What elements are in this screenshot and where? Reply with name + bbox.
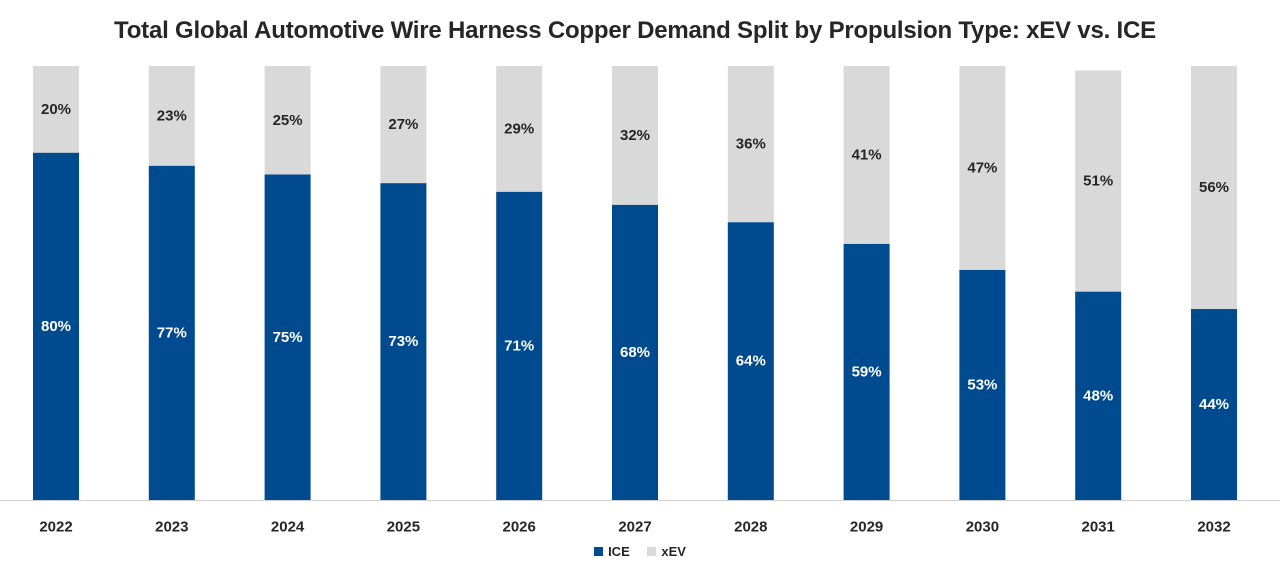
label-ice-2028: 64%	[736, 353, 766, 370]
legend: ICE xEV	[0, 544, 1280, 559]
x-tick-2030: 2030	[966, 519, 999, 536]
bar-ice-2025	[380, 183, 427, 500]
bar-xev-2029	[843, 66, 890, 244]
label-ice-2022: 80%	[41, 318, 71, 335]
bar-ice-2022	[33, 152, 79, 501]
x-tick-2025: 2025	[387, 519, 420, 536]
x-tick-2023: 2023	[155, 519, 188, 536]
x-tick-2028: 2028	[734, 519, 767, 536]
legend-label-ice: ICE	[608, 544, 630, 559]
bar-xev-2028	[727, 66, 774, 223]
bar-xev-2031	[1075, 70, 1122, 292]
label-xev-2025: 27%	[388, 116, 418, 133]
bar-ice-2023	[148, 165, 195, 500]
bar-ice-2027	[612, 204, 658, 500]
bar-xev-2025	[380, 66, 427, 184]
x-tick-2032: 2032	[1197, 519, 1230, 536]
label-xev-2028: 36%	[736, 136, 766, 153]
bar-xev-2026	[496, 66, 543, 192]
label-xev-2026: 29%	[504, 120, 534, 137]
label-xev-2027: 32%	[620, 127, 650, 144]
label-ice-2025: 73%	[388, 333, 418, 350]
bar-xev-2027	[612, 66, 658, 205]
legend-item-ice: ICE	[594, 544, 630, 559]
bar-ice-2028	[727, 222, 774, 501]
bar-xev-2024	[264, 66, 311, 175]
legend-label-xev: xEV	[661, 544, 686, 559]
label-ice-2024: 75%	[273, 329, 303, 346]
x-tick-2029: 2029	[850, 519, 883, 536]
label-ice-2027: 68%	[620, 344, 650, 361]
label-xev-2022: 20%	[41, 101, 71, 118]
bar-xev-2022	[33, 66, 79, 153]
bar-xev-2032	[1191, 66, 1237, 310]
bar-ice-2030	[959, 269, 1006, 500]
x-axis-ticks: 2022 2023 2024 2025 2026 2027 2028 2029 2030 2031…	[39, 519, 1230, 536]
label-ice-2029: 59%	[852, 363, 882, 380]
label-xev-2029: 41%	[852, 146, 882, 163]
bar-xev-2023	[148, 66, 195, 166]
x-tick-2022: 2022	[39, 519, 72, 536]
bar-ice-2029	[843, 243, 890, 500]
label-ice-2023: 77%	[157, 324, 187, 341]
bar-ice-2032	[1191, 309, 1237, 500]
label-ice-2030: 53%	[967, 376, 997, 393]
legend-swatch-ice	[594, 547, 604, 556]
bar-ice-2024	[264, 174, 311, 500]
bar-xev-2030	[959, 66, 1006, 270]
legend-swatch-xev	[647, 547, 657, 556]
legend-item-xev: xEV	[647, 544, 686, 559]
bar-ice-2031	[1075, 291, 1122, 500]
label-xev-2030: 47%	[967, 159, 997, 176]
label-xev-2024: 25%	[273, 112, 303, 129]
bar-ice-2026	[496, 191, 543, 501]
label-xev-2023: 23%	[157, 107, 187, 124]
x-tick-2026: 2026	[503, 519, 536, 536]
label-ice-2032: 44%	[1199, 396, 1229, 413]
label-ice-2031: 48%	[1083, 387, 1113, 404]
label-ice-2026: 71%	[504, 337, 534, 354]
label-xev-2032: 56%	[1199, 179, 1229, 196]
bars-group: 20% 80% 23% 77% 25% 75% 27% 73% 29% 71% 32% 68% 36% 6…	[33, 66, 1237, 501]
x-tick-2027: 2027	[618, 519, 651, 536]
x-tick-2031: 2031	[1082, 519, 1115, 536]
x-tick-2024: 2024	[271, 519, 305, 536]
label-xev-2031: 51%	[1083, 173, 1113, 190]
chart-title: Total Global Automotive Wire Harness Cop…	[114, 17, 1156, 44]
